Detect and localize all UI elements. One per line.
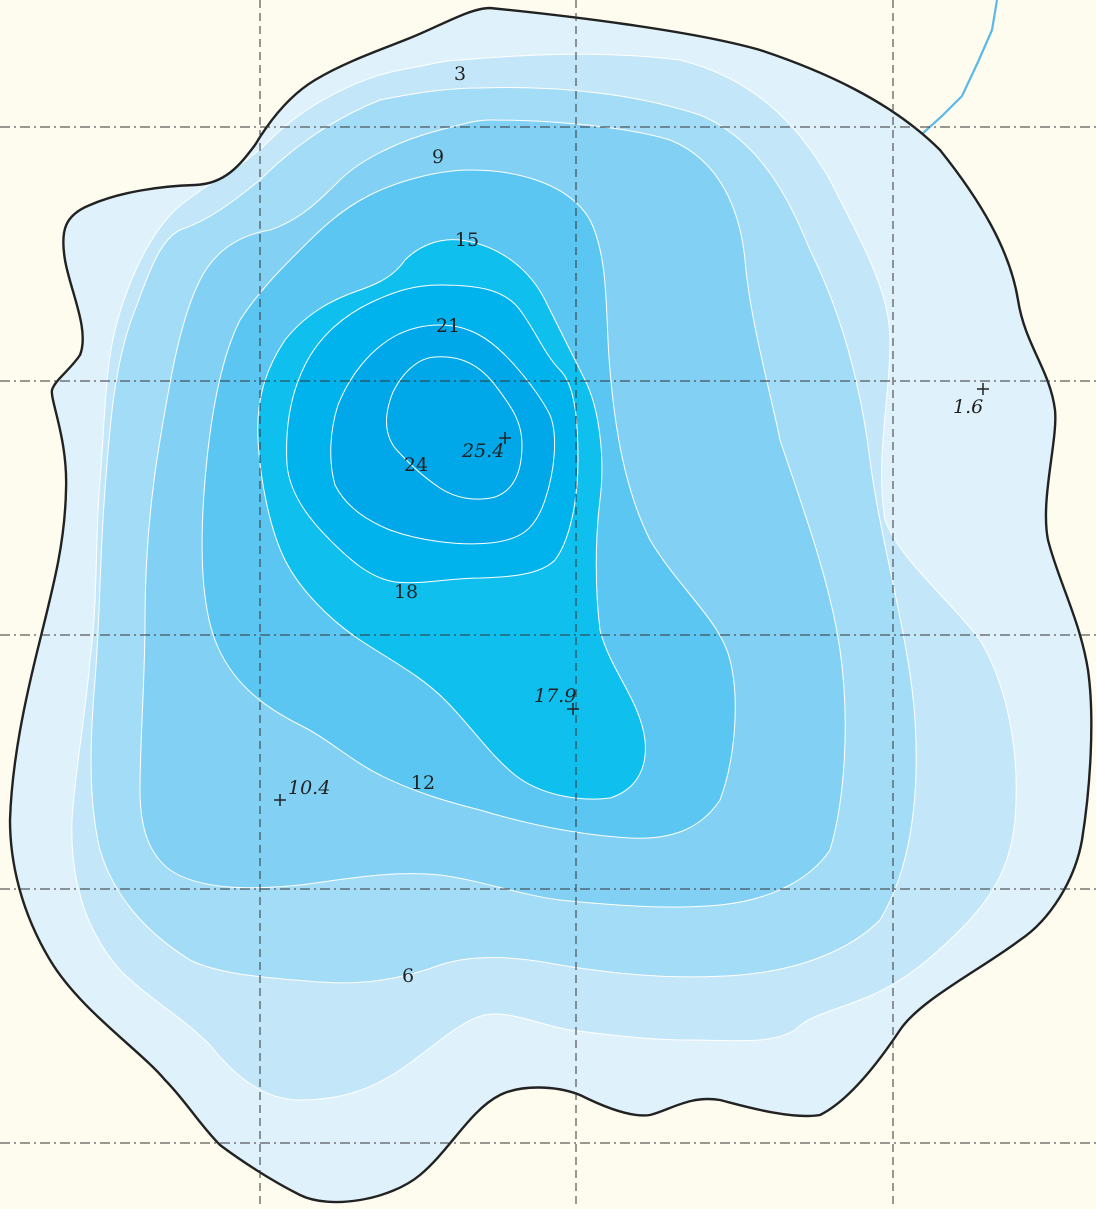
contour-label-3: 3 — [454, 63, 466, 85]
sounding-label: 17.9 — [534, 685, 576, 707]
soundings: 25.4 17.9 10.4 1.6 — [274, 383, 989, 806]
contour-label-15: 15 — [455, 229, 479, 251]
sounding-label: 1.6 — [953, 396, 983, 418]
contour-label-21: 21 — [436, 315, 460, 337]
sounding-marker — [977, 383, 989, 395]
contour-label-18: 18 — [394, 581, 418, 603]
sounding-label: 25.4 — [461, 440, 504, 462]
river — [921, 0, 999, 135]
sounding-label: 10.4 — [288, 777, 330, 799]
contour-labels: 3 6 9 12 15 18 21 24 — [394, 63, 479, 987]
sounding-marker — [567, 703, 579, 715]
sounding-marker — [499, 432, 511, 444]
contour-label-6: 6 — [402, 965, 414, 987]
sounding-marker — [274, 794, 286, 806]
contour-label-24: 24 — [404, 454, 428, 476]
contour-label-12: 12 — [411, 772, 435, 794]
lake-band-24-plus — [386, 356, 523, 500]
shoreline — [8, 6, 1093, 1204]
contour-label-9: 9 — [432, 146, 444, 168]
